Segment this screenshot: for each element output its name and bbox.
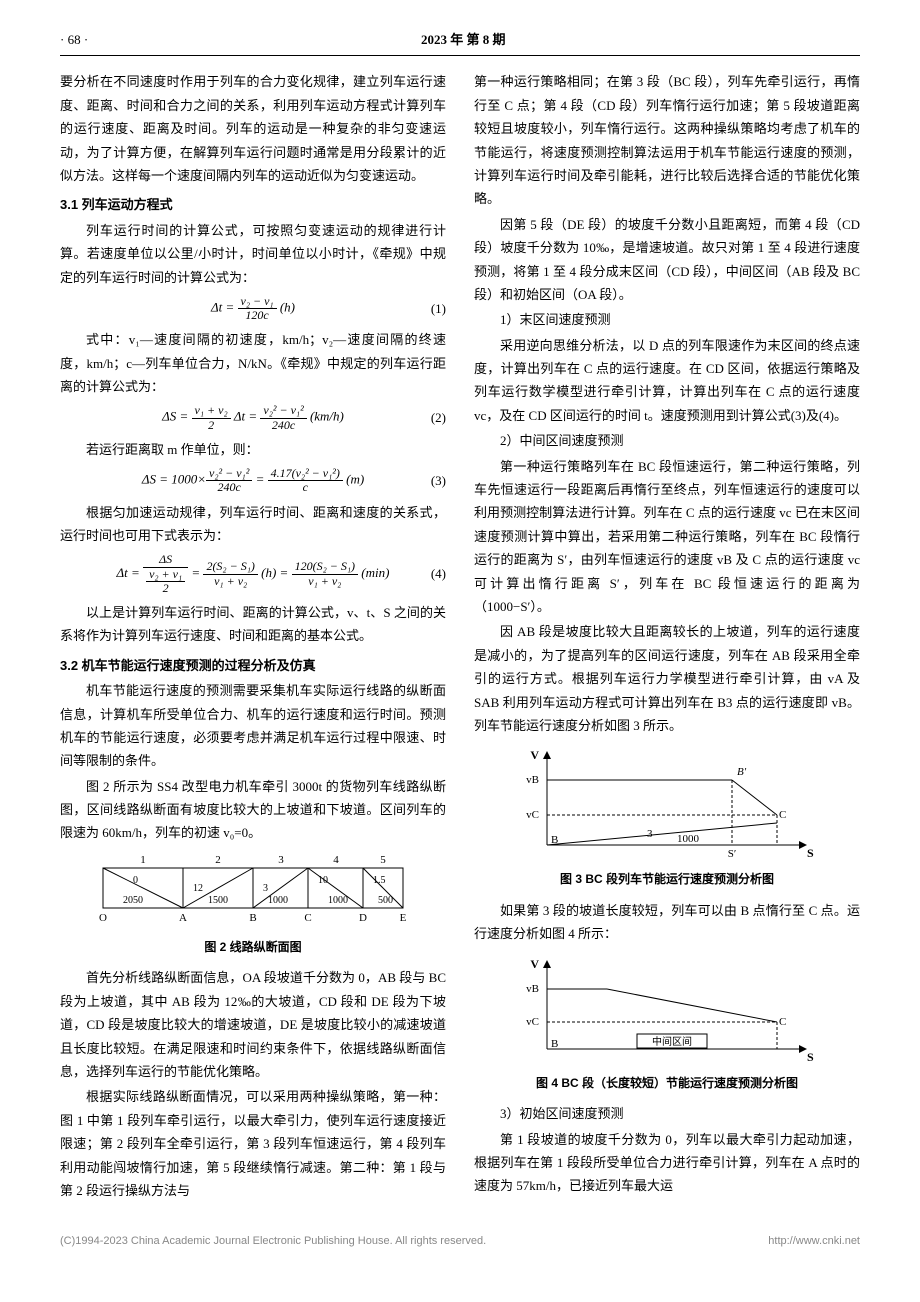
svg-text:B: B — [551, 834, 558, 846]
svg-text:10: 10 — [318, 875, 328, 886]
item2-head: 2）中间区间速度预测 — [474, 429, 860, 452]
fig2-svg: 1 2 3 4 5 0 12 3 10 1.5 2050 1500 1000 1… — [93, 853, 413, 933]
s32-p4: 根据实际线路纵断面情况，可以采用两种操纵策略，第一种：图 1 中第 1 段列车牵… — [60, 1085, 446, 1202]
svg-text:S: S — [807, 846, 814, 860]
svg-text:1000: 1000 — [268, 895, 288, 906]
svg-text:0: 0 — [133, 875, 138, 886]
figure-3: V vB vC B 3 1000 C S S′ B′ 图 3 BC 段列车节能运… — [474, 745, 860, 891]
svg-text:5: 5 — [380, 854, 386, 866]
svg-text:C: C — [304, 912, 311, 924]
svg-text:3: 3 — [278, 854, 284, 866]
svg-text:S: S — [807, 1050, 814, 1064]
svg-text:2: 2 — [215, 854, 221, 866]
fig3-caption: 图 3 BC 段列车节能运行速度预测分析图 — [474, 869, 860, 891]
item3-head: 3）初始区间速度预测 — [474, 1102, 860, 1125]
equation-4: Δt = ΔSv₂ + v₁2 = 2(S₂ − S₁)v₁ + v₂ (h) … — [60, 553, 446, 595]
svg-text:D: D — [359, 912, 367, 924]
s31-p1: 列车运行时间的计算公式，可按照匀变速运动的规律进行计算。若速度单位以公里/小时计… — [60, 219, 446, 289]
right-p1: 第一种运行策略相同；在第 3 段（BC 段），列车先牵引运行，再惰行至 C 点；… — [474, 70, 860, 210]
svg-text:B: B — [249, 912, 256, 924]
svg-text:A: A — [179, 912, 187, 924]
s32-p1: 机车节能运行速度的预测需要采集机车实际运行线路的纵断面信息，计算机车所受单位合力… — [60, 679, 446, 773]
svg-text:vB: vB — [526, 774, 539, 786]
svg-text:1.5: 1.5 — [373, 875, 386, 886]
svg-text:S′: S′ — [728, 848, 737, 860]
page-number: · 68 · — [60, 28, 88, 51]
svg-text:1000: 1000 — [677, 833, 700, 845]
svg-text:V: V — [530, 957, 539, 971]
fig2-caption: 图 2 线路纵断面图 — [60, 937, 446, 959]
section-3-2-head: 3.2 机车节能运行速度预测的过程分析及仿真 — [60, 654, 446, 677]
equation-2: ΔS = v₁ + v₂2 Δt = v₂² − v₁²240c (km/h) … — [60, 404, 446, 431]
item1-head: 1）末区间速度预测 — [474, 308, 860, 331]
svg-text:中间区间: 中间区间 — [652, 1035, 692, 1048]
item1-body: 采用逆向思维分析法，以 D 点的列车限速作为末区间的终点速度，计算出列车在 C … — [474, 334, 860, 428]
footer-right: http://www.cnki.net — [768, 1232, 860, 1252]
svg-text:vB: vB — [526, 983, 539, 995]
svg-text:C: C — [779, 1016, 786, 1028]
figure-4: 中间区间 V vB vC B C S 图 4 BC 段（长度较短）节能运行速度预… — [474, 954, 860, 1095]
s31-p5: 以上是计算列车运行时间、距离的计算公式，v、t、S 之间的关系将作为计算列车运行… — [60, 601, 446, 648]
equation-3: ΔS = 1000×v₂² − v₁²240c = 4.17(v₂² − v₁²… — [60, 467, 446, 494]
item3-body: 第 1 段坡道的坡度千分数为 0，列车以最大牵引力起动加速，根据列车在第 1 段… — [474, 1128, 860, 1198]
figure-2: 1 2 3 4 5 0 12 3 10 1.5 2050 1500 1000 1… — [60, 853, 446, 959]
s31-p4: 根据匀加速运动规律，列车运行时间、距离和速度的关系式，运行时间也可用下式表示为： — [60, 501, 446, 548]
right-p3: 如果第 3 段的坡道长度较短，列车可以由 B 点惰行至 C 点。运行速度分析如图… — [474, 899, 860, 946]
s31-p3: 若运行距离取 m 作单位，则： — [60, 438, 446, 461]
svg-text:O: O — [99, 912, 107, 924]
s32-p3: 首先分析线路纵断面信息，OA 段坡道千分数为 0，AB 段与 BC 段为上坡道，… — [60, 966, 446, 1083]
svg-text:1500: 1500 — [208, 895, 228, 906]
svg-text:3: 3 — [647, 828, 653, 840]
fig4-svg: 中间区间 V vB vC B C S — [517, 954, 817, 1069]
item2-body2: 因 AB 段是坡度比较大且距离较长的上坡道，列车的运行速度是减小的，为了提高列车… — [474, 620, 860, 737]
s32-p2: 图 2 所示为 SS4 改型电力机车牵引 3000t 的货物列车线路纵断图，区间… — [60, 775, 446, 845]
s31-p2: 式中：v₁—速度间隔的初速度，km/h；v₂—速度间隔的终速度，km/h；c—列… — [60, 328, 446, 398]
svg-text:500: 500 — [378, 895, 393, 906]
right-p2: 因第 5 段（DE 段）的坡度千分数小且距离短，而第 4 段（CD 段）坡度千分… — [474, 213, 860, 307]
equation-1: Δt = v₂ − v₁120c (h) (1) — [60, 295, 446, 322]
svg-text:B′: B′ — [737, 766, 747, 778]
svg-text:1: 1 — [140, 854, 146, 866]
footer-left: (C)1994-2023 China Academic Journal Elec… — [60, 1232, 486, 1252]
svg-text:E: E — [400, 912, 407, 924]
svg-text:2050: 2050 — [123, 895, 143, 906]
svg-text:C: C — [779, 809, 786, 821]
svg-text:vC: vC — [526, 1016, 539, 1028]
svg-text:3: 3 — [263, 883, 268, 894]
left-intro: 要分析在不同速度时作用于列车的合力变化规律，建立列车运行速度、距离、时间和合力之… — [60, 70, 446, 187]
svg-text:vC: vC — [526, 809, 539, 821]
svg-text:4: 4 — [333, 854, 339, 866]
svg-text:1000: 1000 — [328, 895, 348, 906]
page-footer: (C)1994-2023 China Academic Journal Elec… — [60, 1232, 860, 1252]
fig3-svg: V vB vC B 3 1000 C S S′ B′ — [517, 745, 817, 865]
item2-body1: 第一种运行策略列车在 BC 段恒速运行，第二种运行策略，列车先恒速运行一段距离后… — [474, 455, 860, 619]
svg-text:V: V — [530, 748, 539, 762]
fig4-caption: 图 4 BC 段（长度较短）节能运行速度预测分析图 — [474, 1073, 860, 1095]
issue-label: 2023 年 第 8 期 — [88, 28, 838, 51]
page-header: · 68 · 2023 年 第 8 期 ·68· — [60, 28, 860, 56]
svg-text:B: B — [551, 1038, 558, 1050]
body-columns: 要分析在不同速度时作用于列车的合力变化规律，建立列车运行速度、距离、时间和合力之… — [60, 70, 860, 1202]
svg-text:12: 12 — [193, 883, 203, 894]
section-3-1-head: 3.1 列车运动方程式 — [60, 193, 446, 216]
